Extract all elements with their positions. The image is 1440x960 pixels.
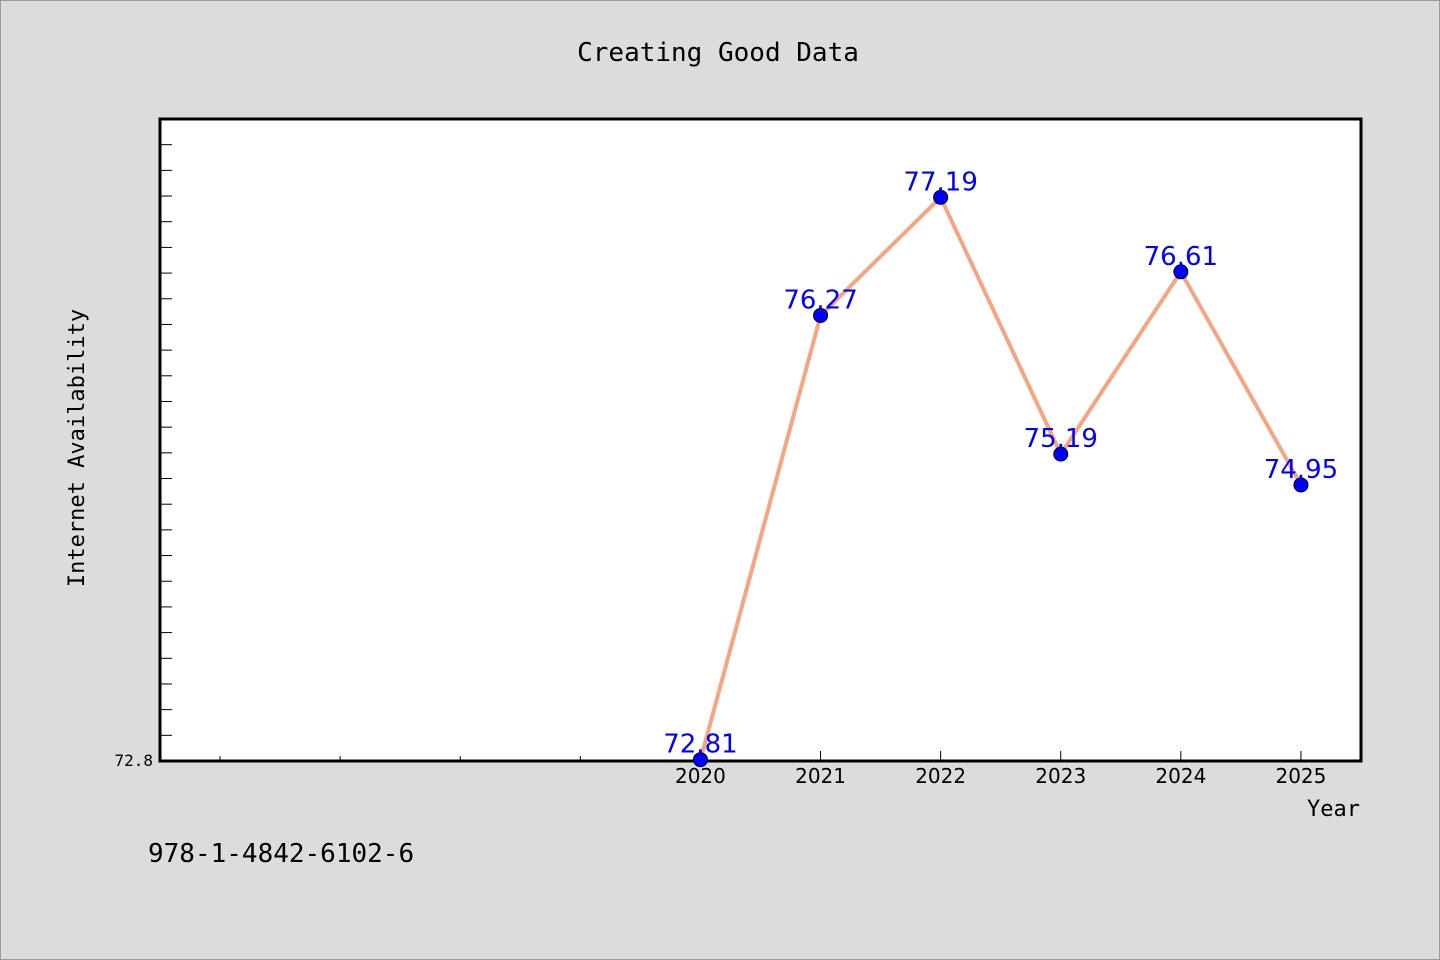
chart-title: Creating Good Data <box>577 38 859 68</box>
x-axis-minor-ticks <box>219 756 581 761</box>
data-labels: 72.81 76.27 77.19 75.19 76.61 74.95 <box>663 167 1338 759</box>
data-label: 76.61 <box>1144 242 1218 272</box>
data-label: 72.81 <box>663 730 737 760</box>
x-tick-label: 2021 <box>795 764 846 788</box>
data-point <box>933 189 949 205</box>
y-axis-label: Internet Availability <box>65 309 90 587</box>
data-point <box>692 752 708 768</box>
y-axis-minor-ticks <box>160 118 172 762</box>
data-label: 74.95 <box>1264 455 1338 485</box>
data-point <box>1053 446 1069 462</box>
x-axis-ticks: 2020 2021 2022 2023 2024 2025 <box>675 751 1326 788</box>
x-axis-label: Year <box>1307 797 1360 822</box>
data-points <box>692 189 1309 768</box>
y-tick-label: 72.8 <box>114 751 153 770</box>
data-label: 75.19 <box>1024 424 1098 454</box>
data-point <box>813 307 829 323</box>
x-tick-label: 2023 <box>1035 764 1086 788</box>
data-point <box>1293 477 1309 493</box>
series-line <box>698 195 1303 762</box>
x-tick-label: 2022 <box>915 764 966 788</box>
x-tick-label: 2025 <box>1275 764 1326 788</box>
isbn-footer: 978-1-4842-6102-6 <box>148 839 414 869</box>
data-label: 77.19 <box>903 167 977 197</box>
x-tick-label: 2024 <box>1155 764 1206 788</box>
x-tick-label: 2020 <box>675 764 726 788</box>
data-point <box>1173 264 1189 280</box>
plot-area <box>158 117 1363 763</box>
data-label: 76.27 <box>783 285 857 315</box>
